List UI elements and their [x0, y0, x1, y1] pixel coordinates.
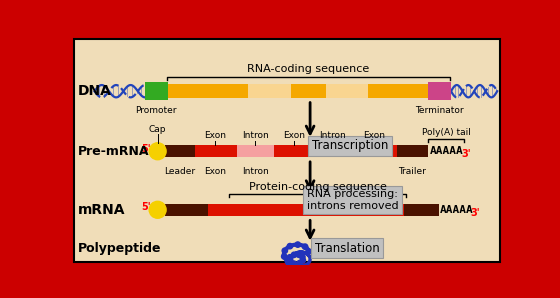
Circle shape: [282, 248, 287, 253]
Circle shape: [287, 263, 292, 268]
Text: RNA processing:
introns removed: RNA processing: introns removed: [307, 189, 398, 211]
Bar: [208, 204, 404, 216]
Bar: [165, 204, 208, 216]
Bar: [274, 145, 314, 157]
Bar: [165, 145, 194, 157]
Text: mRNA: mRNA: [77, 203, 125, 217]
Text: 3': 3': [461, 149, 470, 159]
Circle shape: [296, 252, 302, 257]
Circle shape: [149, 201, 166, 218]
Circle shape: [291, 261, 297, 266]
Text: Trailer: Trailer: [399, 167, 427, 176]
Text: AAAAA: AAAAA: [440, 205, 474, 215]
Text: DNA: DNA: [77, 84, 111, 98]
Text: Polypeptide: Polypeptide: [77, 242, 161, 255]
Circle shape: [300, 257, 306, 263]
Circle shape: [285, 259, 291, 264]
Text: RNA-coding sequence: RNA-coding sequence: [248, 64, 370, 74]
Text: Leader: Leader: [165, 167, 195, 176]
Circle shape: [300, 254, 305, 260]
Circle shape: [302, 244, 308, 249]
Text: AAAAA: AAAAA: [430, 146, 463, 156]
Text: Protein-coding sequence: Protein-coding sequence: [249, 182, 387, 192]
Bar: [428, 82, 451, 100]
Bar: [351, 145, 397, 157]
Circle shape: [291, 252, 297, 257]
Bar: [314, 145, 351, 157]
Text: Exon: Exon: [204, 131, 226, 140]
Bar: [325, 84, 368, 98]
Bar: [397, 145, 428, 157]
Circle shape: [290, 266, 295, 271]
Circle shape: [287, 254, 293, 260]
Text: Exon: Exon: [363, 131, 385, 140]
Text: Promoter: Promoter: [136, 106, 177, 115]
Text: Cap: Cap: [149, 125, 166, 134]
Bar: [237, 145, 274, 157]
Circle shape: [282, 254, 287, 259]
Text: Exon: Exon: [283, 131, 305, 140]
Text: Intron: Intron: [242, 167, 269, 176]
Bar: [144, 82, 167, 100]
Text: Poly(A) tail: Poly(A) tail: [422, 128, 470, 136]
Text: Terminator: Terminator: [415, 106, 464, 115]
Text: Intron: Intron: [319, 131, 346, 140]
Circle shape: [149, 143, 166, 160]
Circle shape: [297, 260, 302, 266]
Bar: [195, 145, 237, 157]
Text: Transcription: Transcription: [312, 139, 388, 152]
Bar: [249, 84, 291, 98]
Bar: [166, 84, 428, 98]
Text: Exon: Exon: [204, 167, 226, 176]
Circle shape: [286, 259, 291, 264]
Text: Pre-mRNA: Pre-mRNA: [77, 145, 149, 158]
Circle shape: [287, 243, 293, 249]
Text: Translation: Translation: [315, 242, 380, 255]
Circle shape: [306, 249, 311, 254]
Bar: [404, 204, 438, 216]
Text: 5': 5': [141, 144, 151, 154]
Circle shape: [295, 242, 301, 247]
Text: 3': 3': [470, 208, 480, 218]
Text: Intron: Intron: [242, 131, 269, 140]
Text: 5': 5': [141, 202, 151, 212]
